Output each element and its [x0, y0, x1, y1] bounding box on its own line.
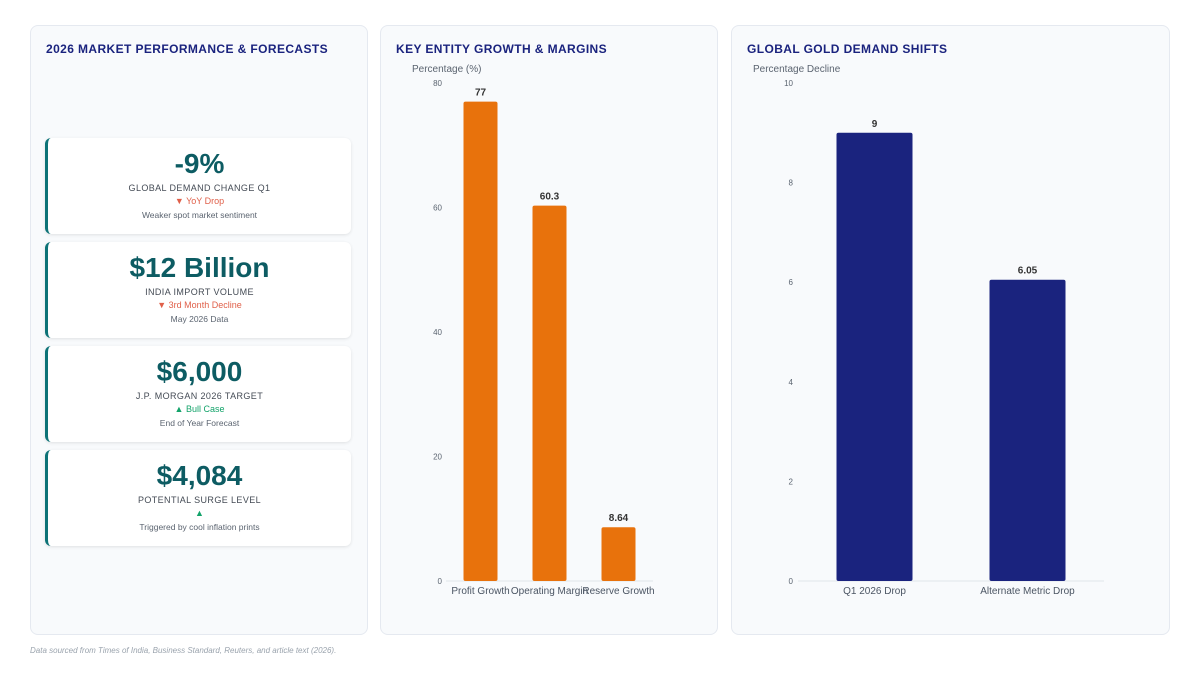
y-tick-label: 80: [433, 79, 442, 88]
bar-value-label: 6.05: [1018, 266, 1038, 277]
bar-value-label: 9: [872, 119, 878, 130]
y-tick-label: 20: [433, 453, 442, 462]
source-footnote: Data sourced from Times of India, Busine…: [30, 646, 337, 655]
y-tick-label: 0: [789, 577, 794, 586]
bar: [463, 101, 498, 582]
market-performance-panel: 2026 MARKET PERFORMANCE & FORECASTS -9% G…: [30, 25, 368, 635]
gold-demand-panel: GLOBAL GOLD DEMAND SHIFTS Percentage Dec…: [731, 25, 1170, 635]
kpi-value: $4,084: [156, 460, 243, 491]
y-tick-label: 10: [784, 79, 793, 88]
kpi-label: GLOBAL DEMAND CHANGE Q1: [128, 183, 271, 193]
kpi-card: $6,000 J.P. MORGAN 2026 TARGET ▲ Bull Case…: [45, 346, 351, 442]
kpi-label: J.P. MORGAN 2026 TARGET: [135, 391, 264, 401]
x-tick-label: Q1 2026 Drop: [843, 586, 906, 597]
x-tick-label: Operating Margin: [511, 586, 588, 597]
bar-value-label: 77: [475, 88, 487, 99]
y-axis-label: Percentage Decline: [753, 64, 841, 75]
y-axis-label: Percentage (%): [412, 64, 481, 75]
bar: [836, 132, 913, 582]
kpi-card: -9% GLOBAL DEMAND CHANGE Q1 ▼ YoY Drop Weak…: [45, 138, 351, 234]
entity-growth-panel: KEY ENTITY GROWTH & MARGINS Percentage (…: [380, 25, 718, 635]
kpi-label: INDIA IMPORT VOLUME: [145, 287, 254, 297]
kpi-trend: ▲ Bull Case: [174, 404, 225, 414]
kpi-card: $12 Billion INDIA IMPORT VOLUME ▼ 3rd Mont…: [45, 242, 351, 338]
kpi-value: $6,000: [156, 356, 243, 387]
bar: [989, 279, 1066, 581]
kpi-trend: ▼ 3rd Month Decline: [157, 300, 242, 310]
y-tick-label: 0: [438, 577, 443, 586]
bar-value-label: 60.3: [540, 192, 560, 203]
x-tick-label: Profit Growth: [451, 586, 509, 597]
kpi-note: May 2026 Data: [170, 314, 229, 324]
panel-title: GLOBAL GOLD DEMAND SHIFTS: [747, 42, 948, 56]
x-tick-label: Alternate Metric Drop: [980, 586, 1075, 597]
panel-title: 2026 MARKET PERFORMANCE & FORECASTS: [46, 42, 329, 56]
bar: [532, 205, 567, 581]
kpi-note: Triggered by cool inflation prints: [139, 522, 260, 532]
kpi-card: $4,084 POTENTIAL SURGE LEVEL ▲ Triggered by…: [45, 450, 351, 546]
y-tick-label: 2: [789, 477, 794, 486]
entity-growth-chart: Percentage (%) 0 20 40 60 80 77 Profit Growth 60…: [412, 64, 655, 597]
y-tick-label: 8: [789, 179, 794, 188]
bar-value-label: 8.64: [609, 513, 629, 524]
kpi-trend: ▼ YoY Drop: [174, 196, 225, 206]
y-tick-label: 6: [789, 278, 794, 287]
y-tick-label: 60: [433, 204, 442, 213]
kpi-note: Weaker spot market sentiment: [141, 210, 258, 220]
kpi-value: $12 Billion: [129, 252, 270, 283]
y-tick-label: 40: [433, 328, 442, 337]
gold-demand-chart: Percentage Decline 0 2 4 6 8 10 9 Q1 2026 Drop 6.…: [753, 64, 1104, 597]
kpi-trend: ▲: [195, 508, 204, 518]
panel-title: KEY ENTITY GROWTH & MARGINS: [396, 42, 608, 56]
kpi-value: -9%: [174, 148, 225, 179]
bar: [601, 527, 636, 581]
x-tick-label: Reserve Growth: [582, 586, 654, 597]
kpi-note: End of Year Forecast: [159, 418, 240, 428]
y-tick-label: 4: [789, 378, 794, 387]
kpi-label: POTENTIAL SURGE LEVEL: [137, 495, 262, 505]
